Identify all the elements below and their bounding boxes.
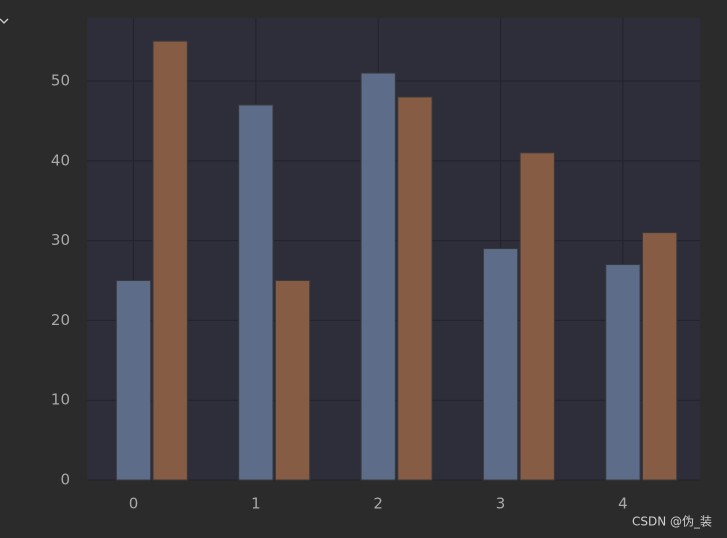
watermark: CSDN @伪_装 [632, 515, 712, 529]
bar [360, 72, 396, 481]
bar [482, 248, 519, 481]
y-tick-label: 0 [60, 471, 70, 489]
x-tick-label: 4 [618, 495, 628, 513]
x-tick-label: 1 [251, 495, 261, 513]
collapse-chevron[interactable] [0, 18, 9, 24]
bar [605, 264, 641, 481]
bar [519, 152, 555, 481]
y-tick-label: 10 [51, 391, 70, 409]
bar [641, 232, 678, 481]
y-tick-label: 50 [51, 72, 70, 90]
bar [274, 280, 311, 481]
x-tick-label: 0 [129, 495, 139, 513]
bar [397, 96, 433, 481]
bar [238, 104, 274, 481]
x-tick-label: 3 [496, 495, 506, 513]
y-tick-label: 40 [51, 151, 70, 169]
bar [152, 40, 188, 481]
bar [115, 280, 152, 481]
x-tick-label: 2 [373, 495, 383, 513]
y-tick-label: 30 [51, 231, 70, 249]
y-tick-label: 20 [51, 311, 70, 329]
